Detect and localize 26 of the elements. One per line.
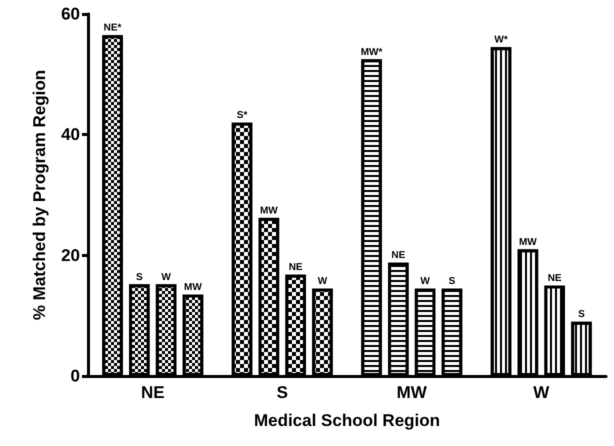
- data-label: W: [420, 276, 430, 288]
- data-label: S: [136, 272, 144, 283]
- x-axis-title: Medical School Region: [254, 411, 440, 430]
- data-label: MW: [184, 282, 202, 294]
- data-label: NE: [391, 250, 406, 262]
- data-label: MW: [260, 205, 278, 216]
- data-label: S: [578, 309, 586, 320]
- y-tick-label: 40: [61, 125, 80, 144]
- data-label: W: [161, 272, 172, 283]
- data-label: S*: [236, 110, 248, 122]
- y-tick-label: 60: [61, 4, 80, 24]
- data-label: W*: [494, 34, 508, 46]
- data-label: NE: [548, 273, 562, 284]
- data-label: W: [318, 276, 328, 288]
- data-label: MW: [518, 236, 538, 248]
- data-label: NE*: [104, 22, 122, 34]
- x-tick-label: NE: [140, 383, 165, 402]
- y-tick-label: 20: [61, 246, 80, 265]
- data-label: S: [448, 276, 456, 288]
- x-tick-label: S: [276, 383, 288, 402]
- x-tick-label: MW: [396, 383, 428, 402]
- data-label: MW*: [360, 46, 382, 58]
- y-axis-title: % Matched by Program Region: [30, 70, 49, 320]
- y-tick-label: 0: [70, 366, 80, 386]
- x-tick-label: W: [533, 383, 550, 402]
- data-label: NE: [288, 262, 303, 274]
